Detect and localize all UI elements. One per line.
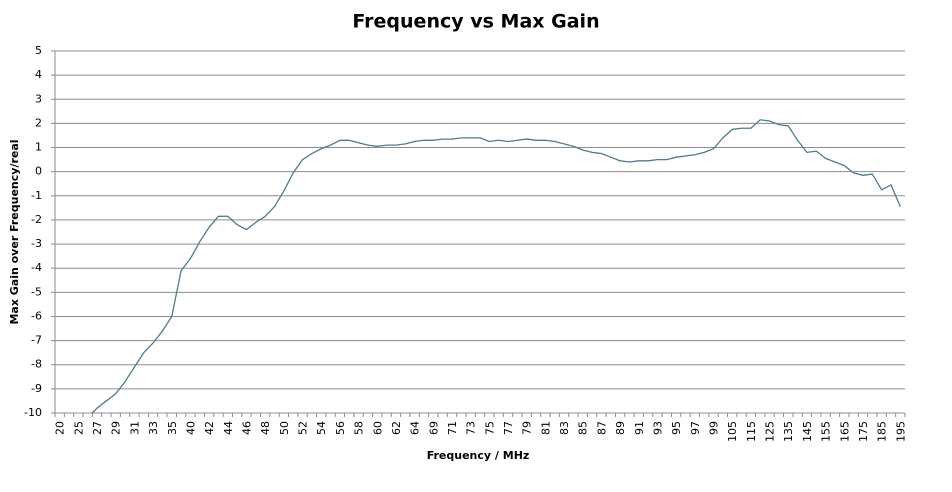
chart-title: Frequency vs Max Gain [352,11,599,33]
x-tick-label: 77 [502,421,515,435]
x-tick-label: 73 [465,421,478,435]
x-tick-label: 87 [595,421,608,435]
y-tick-label: -5 [31,285,42,298]
x-tick-label: 85 [577,421,590,435]
y-tick-label: -8 [31,358,42,371]
x-tick-label: 145 [801,421,814,442]
x-tick-label: 54 [315,421,328,435]
y-tick-label: -7 [31,334,42,347]
y-tick-label: -6 [31,309,42,322]
x-tick-label: 31 [128,421,141,435]
y-tick-label: -3 [31,237,42,250]
y-tick-label: 0 [35,165,42,178]
x-tick-label: 185 [876,421,889,442]
x-tick-label: 48 [259,421,272,435]
y-tick-label: 1 [35,141,42,154]
x-tick-label: 58 [353,421,366,435]
x-tick-label: 97 [689,421,702,435]
x-tick-label: 33 [147,421,160,435]
x-tick-label: 115 [745,421,758,442]
x-tick-label: 89 [614,421,627,435]
y-axis-title: Max Gain over Frequency/real [8,139,21,324]
x-tick-label: 79 [521,421,534,435]
x-tick-label: 46 [240,421,253,435]
x-tick-label: 95 [670,421,683,435]
x-tick-label: 42 [203,421,216,435]
x-tick-label: 71 [446,421,459,435]
x-tick-label: 25 [72,421,85,435]
y-tick-label: -4 [31,261,42,274]
y-tick-label: -1 [31,189,42,202]
x-tick-label: 69 [427,421,440,435]
y-tick-label: 5 [35,44,42,57]
x-tick-label: 155 [820,421,833,442]
x-tick-label: 50 [278,421,291,435]
y-tick-label: -9 [31,382,42,395]
data-line [91,119,901,413]
x-tick-label: 44 [222,421,235,435]
x-tick-label: 60 [371,421,384,435]
y-tick-label: -10 [24,406,42,419]
y-tick-label: 3 [35,92,42,105]
line-clip [91,119,901,413]
x-tick-label: 64 [409,421,422,435]
x-tick-label: 27 [91,421,104,435]
x-tick-label: 40 [184,421,197,435]
y-tick-label: 4 [35,68,42,81]
x-tick-label: 165 [838,421,851,442]
x-axis-title: Frequency / MHz [427,449,530,462]
x-tick-label: 93 [651,421,664,435]
x-tick-label: 20 [54,421,67,435]
x-tick-label: 91 [633,421,646,435]
x-tick-label: 35 [166,421,179,435]
x-tick-label: 81 [539,421,552,435]
x-tick-label: 29 [110,421,123,435]
x-tick-label: 105 [726,421,739,442]
x-tick-label: 175 [857,421,870,442]
y-tick-label: 2 [35,116,42,129]
x-tick-label: 75 [483,421,496,435]
x-tick-label: 52 [297,421,310,435]
x-tick-label: 195 [894,421,907,442]
y-tick-label: -2 [31,213,42,226]
x-tick-label: 125 [764,421,777,442]
x-tick-label: 56 [334,421,347,435]
x-tick-label: 135 [782,421,795,442]
x-tick-label: 99 [708,421,721,435]
x-tick-label: 62 [390,421,403,435]
x-tick-label: 83 [558,421,571,435]
